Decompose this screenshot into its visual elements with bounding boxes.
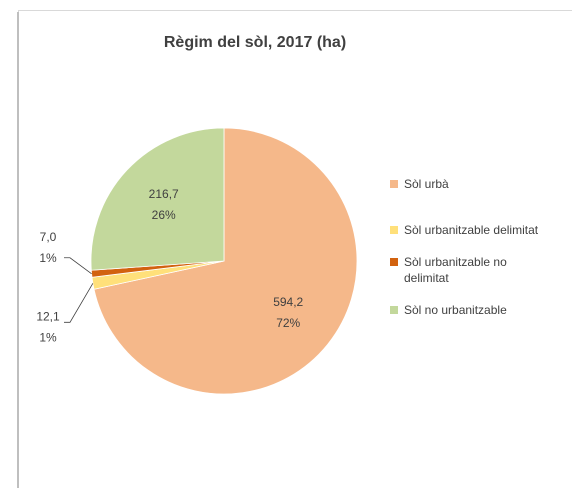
legend-swatch xyxy=(390,306,398,314)
data-label: 12,1 xyxy=(36,309,60,323)
leader-line xyxy=(64,257,92,275)
percent-label: 1% xyxy=(39,330,57,344)
legend-label: Sòl urbanitzable delimitat xyxy=(404,223,539,237)
percent-label: 1% xyxy=(39,251,57,265)
legend-item: Sòl urbanitzable no delimitat xyxy=(390,254,540,286)
chart-title: Règim del sòl, 2017 (ha) xyxy=(164,34,346,51)
legend-label: Sòl no urbanitzable xyxy=(404,303,507,317)
legend-swatch xyxy=(390,226,398,234)
legend-item: Sòl urbà xyxy=(390,176,540,192)
data-label: 594,2 xyxy=(273,295,303,309)
data-label: 216,7 xyxy=(149,187,179,201)
pie-slice xyxy=(90,127,225,271)
legend-label: Sòl urbanitzable no delimitat xyxy=(404,255,507,285)
legend-item: Sòl no urbanitzable xyxy=(390,302,540,318)
percent-label: 26% xyxy=(152,208,176,222)
legend-swatch xyxy=(390,180,398,188)
percent-label: 72% xyxy=(276,316,300,330)
leader-line xyxy=(64,283,94,323)
pie-slice xyxy=(93,127,358,395)
legend-swatch xyxy=(390,258,398,266)
legend-label: Sòl urbà xyxy=(404,177,449,191)
legend-item: Sòl urbanitzable delimitat xyxy=(390,222,540,238)
data-label: 7,0 xyxy=(40,230,57,244)
legend: Sòl urbà Sòl urbanitzable delimitat Sòl ur… xyxy=(390,176,540,318)
